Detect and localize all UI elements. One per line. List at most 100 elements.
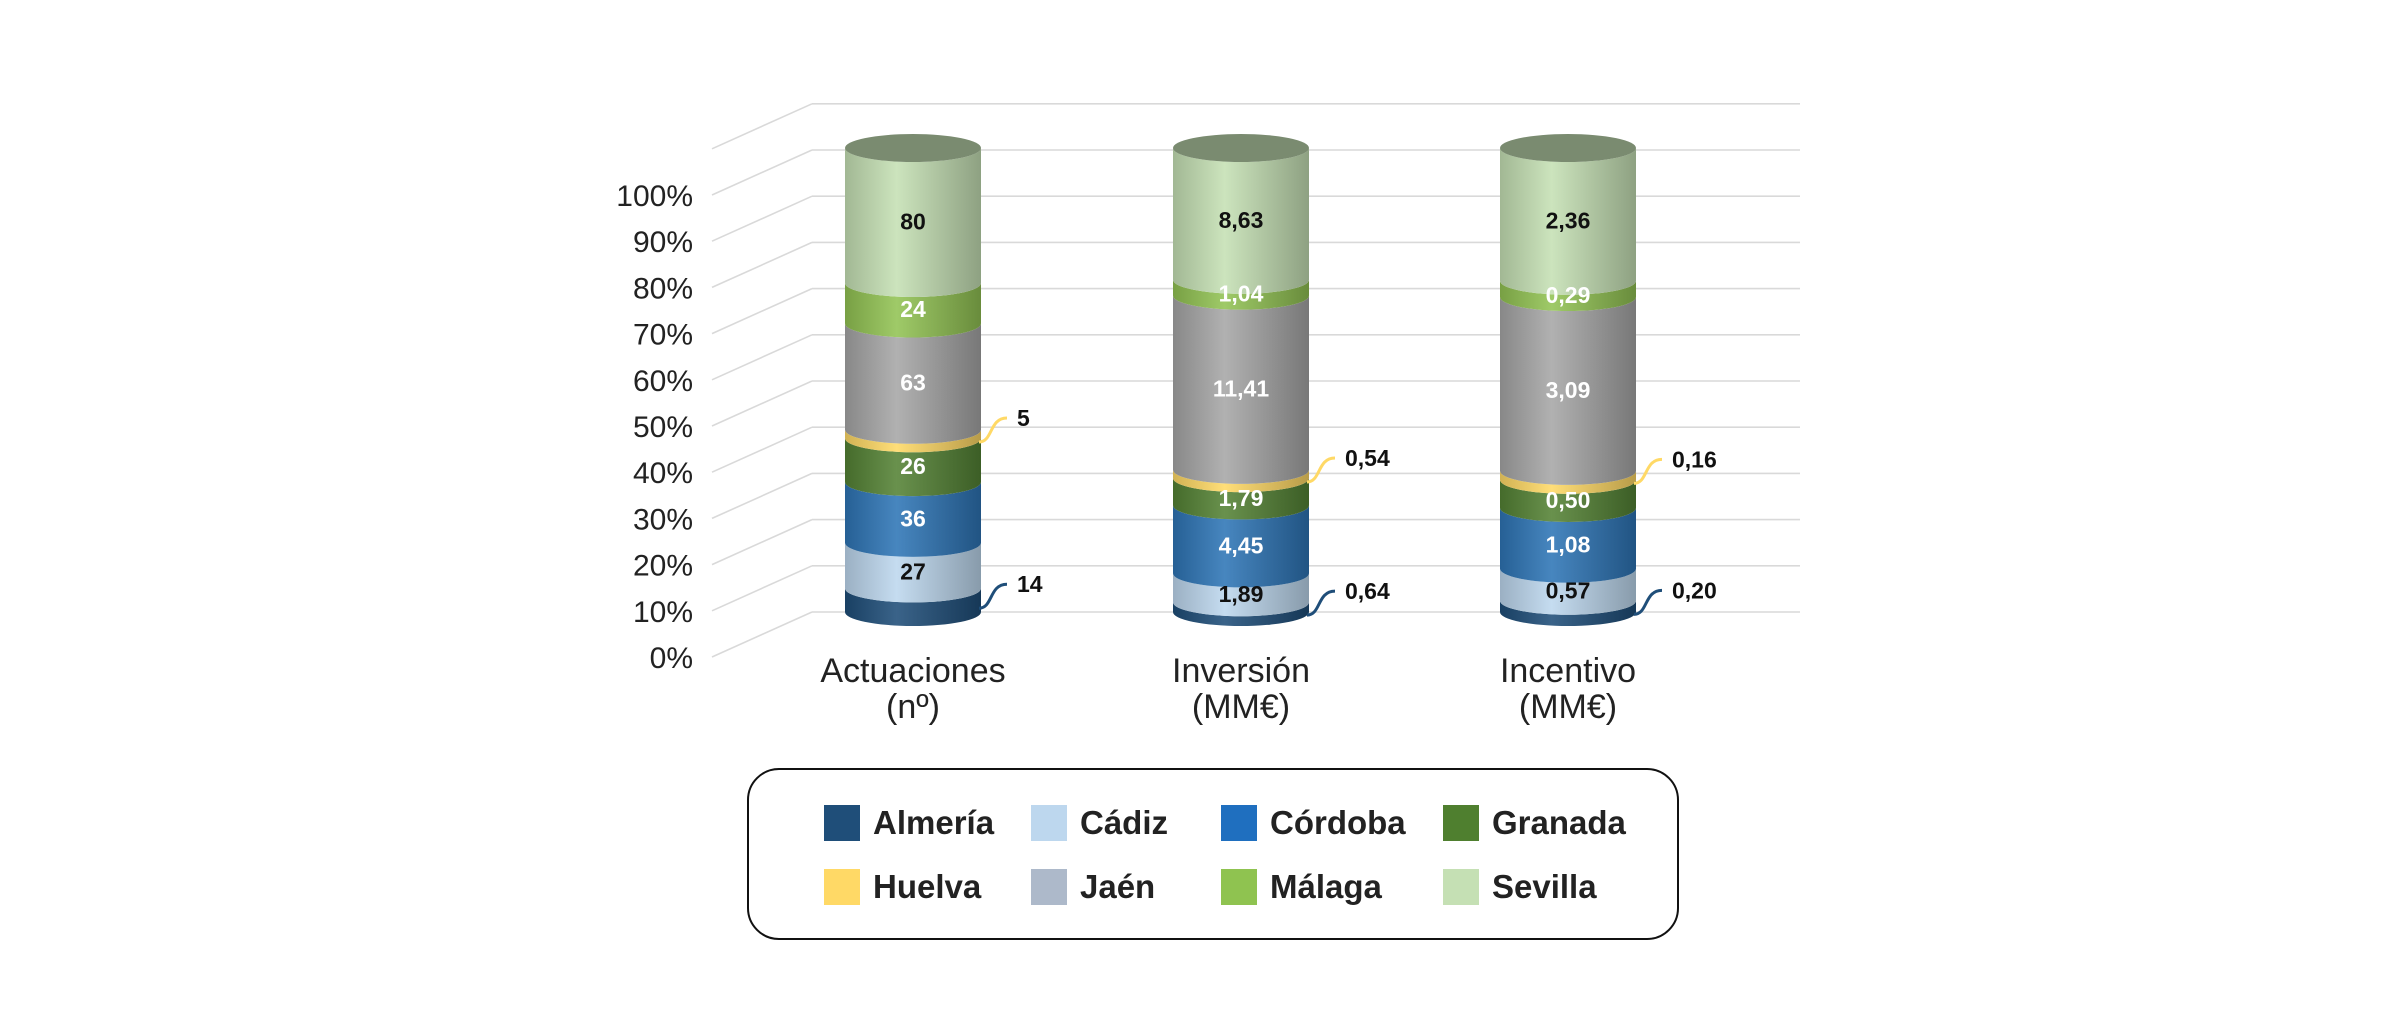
cylinder-segment xyxy=(1500,507,1636,583)
data-label: 1,08 xyxy=(1546,531,1591,557)
y-tick-label: 30% xyxy=(633,503,693,536)
category-label: Inversión xyxy=(1172,652,1310,690)
gridline-diag xyxy=(711,334,813,381)
y-tick-label: 100% xyxy=(616,180,693,213)
callout-line xyxy=(978,582,1008,610)
data-label: 27 xyxy=(900,559,926,585)
data-label: 1,79 xyxy=(1219,485,1264,511)
y-tick-label: 90% xyxy=(633,226,693,259)
legend-label-malaga: Málaga xyxy=(1270,868,1382,905)
cylinder-segment xyxy=(845,148,981,297)
legend-label-cordoba: Córdoba xyxy=(1270,804,1406,841)
legend-swatch-sevilla xyxy=(1443,869,1479,905)
category-sublabel: (MM€) xyxy=(1519,688,1617,726)
gridline-diag xyxy=(711,380,813,427)
legend-label-granada: Granada xyxy=(1492,804,1626,841)
cylinder-segment xyxy=(1500,600,1636,626)
legend-swatch-jaen xyxy=(1031,869,1067,905)
data-label: 26 xyxy=(900,453,926,479)
legend-label-almeria: Almería xyxy=(873,804,995,841)
data-label: 5 xyxy=(1017,405,1030,431)
cylinder-segment xyxy=(845,323,981,444)
y-tick-label: 80% xyxy=(633,272,693,305)
gridline-diag xyxy=(711,611,813,658)
legend-swatch-huelva xyxy=(824,869,860,905)
data-label: 1,04 xyxy=(1219,281,1264,307)
data-label: 3,09 xyxy=(1546,377,1591,403)
data-label: 14 xyxy=(1017,571,1043,597)
cylinder-segment xyxy=(1500,280,1636,312)
legend-item-jaen: Jaén xyxy=(1031,868,1221,906)
y-tick-label: 0% xyxy=(650,642,693,675)
legend-item-sevilla: Sevilla xyxy=(1443,868,1643,906)
data-label: 1,89 xyxy=(1219,581,1264,607)
cylinder-top xyxy=(1173,134,1309,162)
callout-line xyxy=(1633,588,1663,616)
gridline-diag xyxy=(711,149,813,196)
data-label: 0,54 xyxy=(1345,445,1390,471)
gridline-diag xyxy=(711,103,813,150)
data-label: 0,64 xyxy=(1345,578,1390,604)
cylinder-segment xyxy=(1173,469,1309,493)
cylinder-top xyxy=(1500,134,1636,162)
legend-swatch-malaga xyxy=(1221,869,1257,905)
cylinder-segment xyxy=(845,282,981,338)
callout-line xyxy=(1306,456,1336,484)
cylinder-segment xyxy=(1173,478,1309,520)
cylinder-segment xyxy=(1173,295,1309,484)
data-label: 63 xyxy=(900,370,926,396)
data-label: 80 xyxy=(900,208,926,234)
legend-grid: Almería Cádiz Córdoba Granada Huelva Jaé… xyxy=(824,804,1643,906)
y-tick-label: 70% xyxy=(633,319,693,352)
y-tick-label: 10% xyxy=(633,596,693,629)
y-axis-ticks: 0% 10% 20% 30% 40% 50% 60% 70% 80% 90% 100% xyxy=(616,180,693,675)
cylinder-segment xyxy=(845,429,981,453)
cylinder-segment xyxy=(1500,148,1636,295)
data-label: 11,41 xyxy=(1213,376,1269,402)
data-label: 0,50 xyxy=(1546,487,1591,513)
gridline-diag xyxy=(711,426,813,473)
cylinder-segment xyxy=(1173,279,1309,310)
legend-label-sevilla: Sevilla xyxy=(1492,868,1597,905)
data-label: 4,45 xyxy=(1219,532,1264,558)
cylinder-top xyxy=(845,134,981,162)
category-sublabel: (nº) xyxy=(886,688,940,726)
legend-item-malaga: Málaga xyxy=(1221,868,1443,906)
cylinder-segment xyxy=(1500,568,1636,615)
legend: Almería Cádiz Córdoba Granada Huelva Jaé… xyxy=(747,768,1679,940)
legend-swatch-cordoba xyxy=(1221,805,1257,841)
gridline-diag xyxy=(711,287,813,335)
legend-swatch-almeria xyxy=(824,805,860,841)
cylinder-segment xyxy=(845,438,981,497)
cylinder-segment xyxy=(1173,573,1309,617)
cylinder-segment xyxy=(1173,505,1309,588)
cylinder-segment xyxy=(845,588,981,626)
data-label: 2,36 xyxy=(1546,207,1591,233)
data-label: 0,16 xyxy=(1672,446,1717,472)
data-label: 24 xyxy=(900,296,926,322)
y-tick-label: 40% xyxy=(633,457,693,490)
data-label: 8,63 xyxy=(1219,207,1264,233)
data-label: 0,29 xyxy=(1546,282,1591,308)
callout-line xyxy=(1633,457,1663,485)
cylinders: 14 27 36 26 5 63 24 80 0,64 1,89 4,45 1,79 0,54 11,41… xyxy=(845,134,1717,626)
cylinder-segment xyxy=(1173,602,1309,626)
cylinder-segment xyxy=(1173,148,1309,294)
legend-label-jaen: Jaén xyxy=(1080,868,1156,905)
data-label: 0,57 xyxy=(1546,578,1591,604)
gridline-diag xyxy=(711,518,813,566)
legend-item-cadiz: Cádiz xyxy=(1031,804,1221,842)
legend-item-cordoba: Córdoba xyxy=(1221,804,1443,842)
cylinder-segment xyxy=(845,542,981,603)
y-tick-label: 20% xyxy=(633,550,693,583)
callout-line xyxy=(978,416,1008,444)
gridline-diag xyxy=(711,241,813,289)
cylinder-segment xyxy=(1500,470,1636,494)
legend-swatch-granada xyxy=(1443,805,1479,841)
gridline-diag xyxy=(711,195,813,242)
legend-label-cadiz: Cádiz xyxy=(1080,804,1169,841)
y-tick-label: 50% xyxy=(633,411,693,444)
legend-item-almeria: Almería xyxy=(824,804,1031,842)
legend-item-huelva: Huelva xyxy=(824,868,1031,906)
